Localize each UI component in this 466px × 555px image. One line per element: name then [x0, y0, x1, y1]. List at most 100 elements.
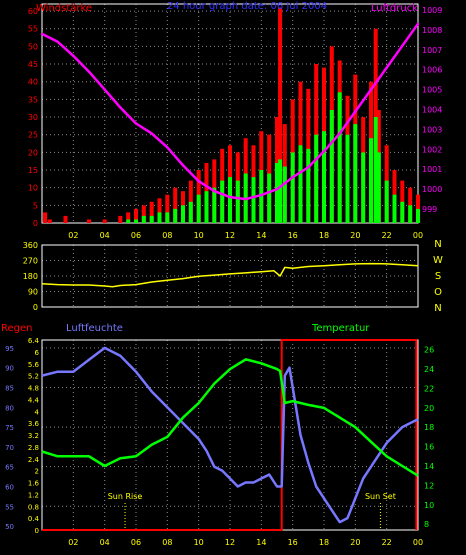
humidity-axis-tick: 55: [5, 503, 14, 511]
pressure-title: Luftdruck: [371, 3, 418, 14]
pressure-point: [119, 106, 122, 109]
rain-axis-tick: 4.4: [28, 396, 40, 404]
temperature-axis-tick: 22: [424, 384, 434, 393]
temperature-axis-tick: 14: [424, 462, 434, 471]
climate-x-tick: 06: [131, 538, 141, 547]
rain-axis-tick: 0.8: [28, 503, 39, 511]
wind-x-tick: 02: [68, 231, 78, 240]
pressure-axis-tick: 1003: [422, 125, 442, 134]
wind-bar: [278, 7, 283, 223]
pressure-point: [354, 110, 357, 113]
gust-bar: [353, 124, 358, 223]
pressure-point: [244, 197, 247, 201]
gust-bar: [220, 180, 225, 223]
direction-compass-label: S: [435, 271, 441, 282]
wind-bar: [102, 219, 107, 223]
pressure-point: [416, 22, 420, 26]
gust-bar: [204, 191, 209, 223]
humidity-axis-tick: 75: [5, 424, 14, 432]
pressure-point: [291, 176, 294, 179]
temperature-axis-tick: 26: [424, 346, 434, 355]
humidity-axis-tick: 70: [5, 444, 14, 452]
sun-marker-label: Sun Set: [365, 492, 396, 501]
pressure-point: [338, 132, 341, 135]
gust-bar: [329, 110, 334, 223]
direction-compass-label: W: [433, 255, 443, 266]
rain-axis-tick: 4: [35, 408, 40, 416]
gust-bar: [384, 180, 389, 223]
rain-axis-tick: 5.6: [28, 361, 40, 369]
wind-axis-tick: 15: [28, 166, 38, 175]
wind-bar: [63, 215, 68, 223]
humidity-axis-tick: 80: [5, 404, 14, 412]
pressure-point: [322, 150, 326, 153]
rain-axis-tick: 0.4: [28, 515, 40, 523]
temperature-title: Temperatur: [311, 323, 370, 334]
pressure-axis-tick: 1009: [422, 6, 442, 15]
wind-axis-tick: 55: [28, 25, 38, 34]
gust-bar: [408, 205, 413, 223]
rain-axis-tick: 2.8: [28, 444, 39, 452]
gust-bar: [165, 212, 170, 223]
direction-axis-tick: 360: [23, 241, 38, 250]
pressure-point: [260, 193, 263, 197]
direction-line: [41, 262, 419, 288]
wind-axis-tick: 10: [28, 184, 38, 193]
wind-x-tick: 16: [288, 231, 298, 240]
pressure-axis-tick: 1004: [422, 106, 442, 115]
gust-bar: [373, 117, 378, 223]
gust-bar: [392, 194, 397, 223]
temperature-axis-tick: 16: [424, 443, 434, 452]
rain-title: Regen: [1, 323, 33, 334]
wind-bar: [87, 219, 91, 223]
humidity-axis-tick: 90: [5, 365, 14, 373]
pressure-axis-tick: 1008: [422, 26, 442, 35]
climate-x-tick: 22: [382, 538, 392, 547]
temperature-line: [41, 358, 419, 477]
wind-title: Windstärke: [36, 3, 92, 14]
gust-bar: [149, 215, 154, 223]
wind-x-tick: 06: [131, 231, 141, 240]
climate-x-tick: 12: [225, 538, 235, 547]
pressure-point: [307, 166, 310, 169]
temperature-axis-tick: 12: [424, 481, 434, 490]
climate-x-tick: 14: [256, 538, 266, 547]
wind-axis-tick: 5: [33, 201, 38, 210]
pressure-point: [56, 40, 59, 43]
rain-axis-tick: 1.6: [28, 480, 40, 488]
direction-compass-label: O: [434, 287, 442, 298]
pressure-point: [385, 66, 388, 69]
pressure-point: [103, 88, 106, 91]
gust-bar: [188, 201, 193, 223]
pressure-point: [228, 195, 232, 199]
direction-compass-label: N: [434, 239, 441, 250]
wind-bar: [149, 201, 154, 223]
gust-bar: [290, 152, 295, 223]
gust-bar: [400, 201, 405, 223]
rain-axis-tick: 2.4: [28, 456, 40, 464]
gust-bar: [134, 219, 138, 223]
pressure-point: [369, 88, 373, 91]
temperature-axis-tick: 24: [424, 365, 434, 374]
direction-axis-tick: 0: [33, 303, 38, 312]
wind-bar: [416, 194, 420, 223]
pressure-axis-tick: 999: [422, 205, 437, 214]
temperature-axis-tick: 20: [424, 404, 434, 413]
wind-axis-tick: 45: [28, 60, 38, 69]
gust-bar: [228, 177, 232, 223]
wind-bar: [134, 208, 138, 223]
gust-bar: [298, 145, 303, 223]
temperature-axis-tick: 18: [424, 423, 434, 432]
pressure-axis-tick: 1007: [422, 46, 442, 55]
wind-bar: [157, 198, 162, 223]
wind-axis-tick: 25: [28, 131, 38, 140]
gust-bar: [196, 194, 201, 223]
wind-bar: [126, 212, 131, 223]
direction-axis-tick: 90: [28, 288, 38, 297]
gust-bar: [235, 180, 240, 223]
gust-bar: [259, 170, 264, 223]
climate-x-tick: 16: [288, 538, 298, 547]
gust-bar: [275, 163, 279, 223]
gust-bar: [337, 92, 342, 223]
